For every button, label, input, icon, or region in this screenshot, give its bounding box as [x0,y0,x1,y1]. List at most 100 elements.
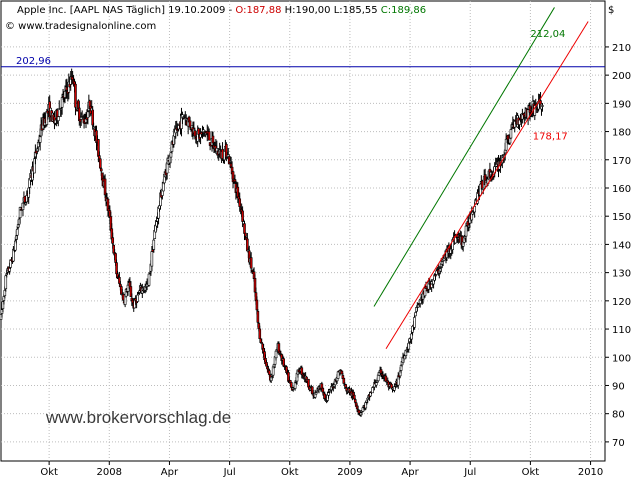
x-tick-label: Apr [161,467,179,478]
candle-body [111,237,115,244]
candle-body [15,228,19,236]
candle-body [211,135,215,144]
copyright-label: © www.tradesignalonline.com [5,21,156,32]
candle-body [413,317,416,328]
candle-body [18,207,22,219]
candle-body [315,390,319,393]
candle-body [86,111,90,118]
candle-body [399,365,403,371]
candle-body [188,120,192,128]
candle-body [137,293,140,296]
candle-body [353,394,356,400]
y-tick-label: 180 [612,128,631,139]
candle-body [342,377,346,384]
candle-body [193,130,197,137]
candle-body [147,273,151,286]
x-tick-label: 2009 [337,467,362,478]
candle-body [99,168,103,172]
candle-body [24,202,28,205]
candle-body [74,83,77,108]
low-label: L:185,55 [331,5,378,16]
x-tick-label: Apr [401,467,419,478]
candle-body [150,251,154,267]
candle-body [274,350,278,359]
candle-body [207,131,211,141]
axes: 70 80 90 100 110 120 130 140 150 160 170 180 190 200 2… [40,43,631,478]
candle-body [249,257,253,269]
candle-body [244,232,247,237]
candle-body [92,126,95,128]
y-tick-label: 200 [612,71,631,82]
candle-body [407,342,411,350]
candle-body [38,136,42,143]
candle-body [33,158,36,174]
candle-body [416,304,420,308]
candle-body [8,268,11,272]
candle-body [169,152,173,158]
candle-body [481,187,485,190]
y-tick-label: 150 [612,212,631,223]
x-tick-label: Okt [522,467,540,478]
candle-body [152,239,156,250]
candle-body [136,294,139,302]
y-tick-label: 210 [612,43,631,54]
candle-body [1,301,5,310]
candle-body [541,105,544,107]
candle-body [424,286,428,289]
x-tick-label: 2008 [97,467,122,478]
candle-body [327,392,330,396]
candle-body [423,287,427,297]
close-label: C:189,86 [378,5,427,16]
chart-header: Apple Inc. [AAPL NAS Täglich] 19.10.2009… [17,5,426,16]
y-tick-label: 190 [612,99,631,110]
trend-line [373,7,555,307]
candle-body [374,382,378,386]
candle-body [289,382,293,388]
trend-line [385,21,589,350]
candle-body [398,370,402,377]
candle-body [473,206,476,213]
candle-body [434,274,437,277]
candle-body [56,116,60,121]
x-tick-label: Jul [223,467,236,478]
candle-body [504,138,508,151]
candle-body [340,370,344,375]
currency-symbol: $ [608,5,614,16]
candle-body [233,179,237,182]
y-tick-label: 140 [612,240,631,251]
y-tick-label: 80 [612,410,625,421]
y-tick-label: 170 [612,156,631,167]
candle-body [464,225,468,237]
trend-line-label: 178,17 [533,132,568,143]
candle-body [243,223,246,234]
x-tick-label: Okt [40,467,58,478]
y-tick-label: 100 [612,353,631,364]
candle-body [508,138,512,144]
candle-body [91,109,94,126]
candle-body [414,312,417,317]
candle-body [258,328,262,340]
indicator-lines: 202,96 212,04 178,17 [1,7,605,350]
candle-body [5,273,9,275]
candle-body [60,97,64,108]
candle-body [509,129,513,139]
candle-body [371,387,374,394]
candle-body [3,290,7,297]
candle-body [165,162,169,174]
open-label: O:187,88 [235,5,281,16]
candle-body [118,277,121,284]
candle-body [103,178,107,196]
y-tick-label: 110 [612,325,631,336]
candle-body [129,286,133,297]
candle-body [293,382,297,389]
y-tick-label: 70 [612,438,625,449]
candle-body [518,119,521,125]
candle-body [2,296,6,301]
candle-body [321,387,325,393]
candle-body [260,342,263,344]
watermark: www.brokervorschlag.de [45,408,231,427]
y-tick-label: 160 [612,184,631,195]
candle-body [238,198,242,207]
